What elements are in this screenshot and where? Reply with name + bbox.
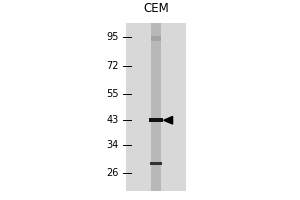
Text: 72: 72 bbox=[106, 61, 119, 71]
Bar bbox=[151, 36, 161, 41]
Bar bbox=[126, 23, 186, 191]
Text: 43: 43 bbox=[106, 115, 119, 125]
Text: 55: 55 bbox=[106, 89, 119, 99]
Bar bbox=[151, 23, 161, 191]
Bar bbox=[150, 162, 162, 165]
Bar bbox=[149, 118, 163, 122]
Text: CEM: CEM bbox=[143, 2, 169, 15]
Text: 95: 95 bbox=[106, 32, 119, 42]
Text: 26: 26 bbox=[106, 168, 119, 178]
Polygon shape bbox=[164, 116, 172, 124]
Text: 34: 34 bbox=[106, 140, 119, 150]
